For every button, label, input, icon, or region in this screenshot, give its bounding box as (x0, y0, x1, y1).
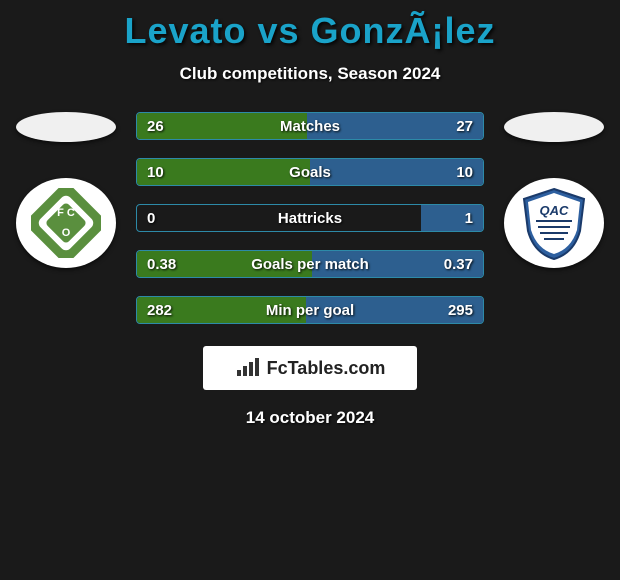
ferro-badge-icon: F C O (31, 188, 101, 258)
stat-label: Goals (137, 159, 483, 185)
branding-badge: FcTables.com (203, 346, 417, 390)
stat-bar-row: 1010Goals (136, 158, 484, 186)
stat-label: Hattricks (137, 205, 483, 231)
date-text: 14 october 2024 (0, 408, 620, 428)
main-columns: F C O 2627Matches 1010Goals 01Hattricks 0.3… (0, 112, 620, 324)
bar-chart-icon (235, 358, 261, 378)
left-player-column: F C O (16, 112, 136, 268)
page-subtitle: Club competitions, Season 2024 (0, 64, 620, 84)
svg-text:O: O (62, 227, 71, 239)
stat-bars: 2627Matches 1010Goals 01Hattricks 0.380.37G… (136, 112, 484, 324)
stat-bar-row: 0.380.37Goals per match (136, 250, 484, 278)
comparison-infographic: Levato vs GonzÃ¡lez Club competitions, S… (0, 0, 620, 580)
right-club-logo: QAC (504, 178, 604, 268)
right-player-column: QAC (484, 112, 604, 268)
branding-text: FcTables.com (267, 358, 386, 379)
quilmes-badge-icon: QAC (514, 183, 594, 263)
svg-text:F C: F C (57, 207, 75, 219)
stat-bar-row: 01Hattricks (136, 204, 484, 232)
right-player-avatar-placeholder (504, 112, 604, 142)
page-title: Levato vs GonzÃ¡lez (0, 0, 620, 52)
stat-bar-row: 2627Matches (136, 112, 484, 140)
left-player-avatar-placeholder (16, 112, 116, 142)
stat-label: Goals per match (137, 251, 483, 277)
stat-label: Min per goal (137, 297, 483, 323)
left-club-logo: F C O (16, 178, 116, 268)
svg-text:QAC: QAC (540, 203, 570, 218)
stat-label: Matches (137, 113, 483, 139)
stat-bar-row: 282295Min per goal (136, 296, 484, 324)
